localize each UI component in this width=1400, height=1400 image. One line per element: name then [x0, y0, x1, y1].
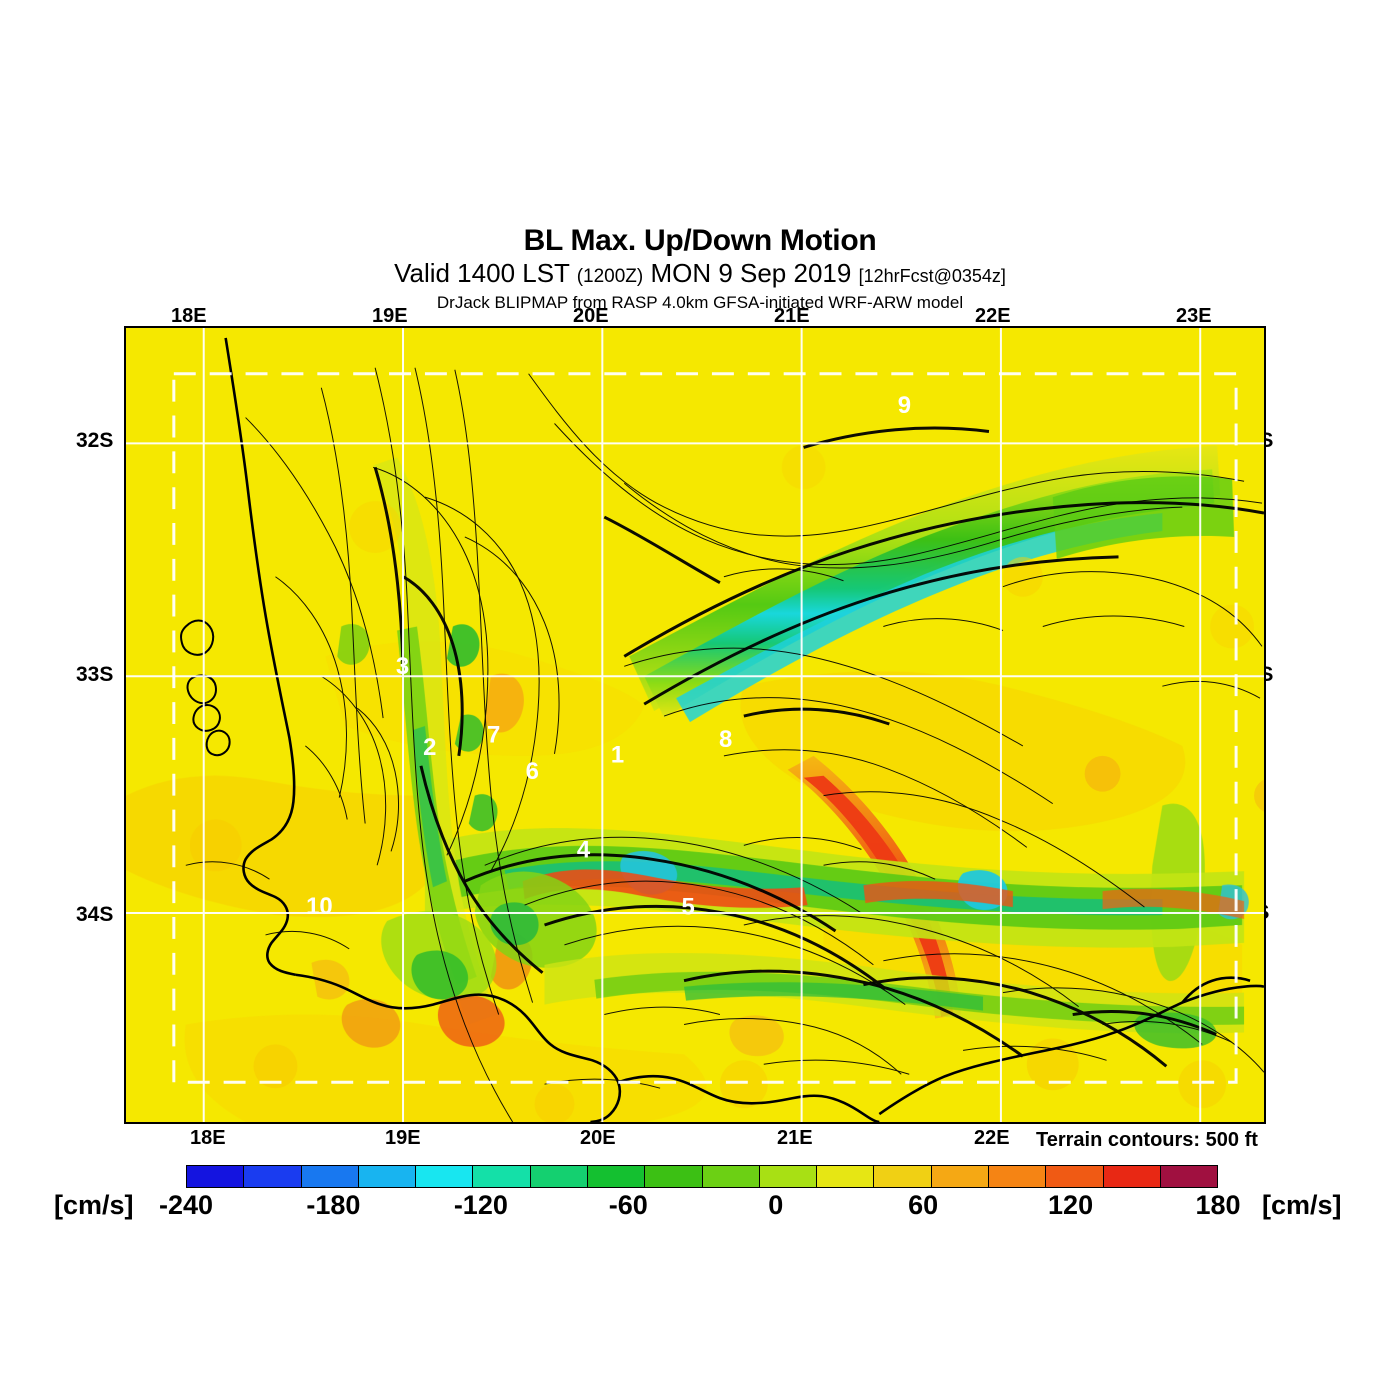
map-waypoint-1[interactable]: 1	[611, 741, 624, 768]
colorbar-swatch-5	[473, 1166, 531, 1187]
colorbar-swatch-7	[587, 1166, 646, 1187]
colorbar-tick-0: 0	[768, 1190, 784, 1220]
map-waypoint-9[interactable]: 9	[898, 392, 911, 419]
lat-label-left-34s: 34S	[76, 903, 114, 926]
colorbar-tick-60: 60	[908, 1190, 939, 1220]
colorbar-unit-right: [cm/s]	[1262, 1190, 1342, 1220]
lon-label-bottom-19e: 19E	[385, 1127, 421, 1149]
colorbar-tick-120: 120	[1048, 1190, 1094, 1220]
lon-label-top-23e: 23E	[1176, 305, 1212, 327]
colorbar-swatch-14	[988, 1166, 1047, 1187]
valid-prefix: Valid 1400 LST	[394, 258, 577, 288]
colorbar-swatch-16	[1103, 1166, 1161, 1187]
colorbar-swatch-6	[530, 1166, 588, 1187]
lon-label-bottom-18e: 18E	[190, 1127, 226, 1149]
valid-date: MON 9 Sep 2019	[643, 258, 859, 288]
map-waypoint-4[interactable]: 4	[577, 837, 591, 864]
lon-label-top-18e: 18E	[171, 305, 207, 327]
colorbar-tick--180: -180	[306, 1190, 361, 1220]
map-waypoint-7[interactable]: 7	[487, 722, 500, 749]
colorbar-swatch-8	[645, 1166, 703, 1187]
colorbar-swatch-15	[1046, 1166, 1104, 1187]
colorbar-swatch-11	[817, 1166, 875, 1187]
colorbar-swatch-10	[759, 1166, 818, 1187]
valid-zulu: (1200Z)	[576, 266, 644, 287]
field-central-convergence-band	[424, 828, 1249, 948]
colorbar-swatch-1	[244, 1166, 302, 1187]
model-credit: DrJack BLIPMAP from RASP 4.0km GFSA-init…	[436, 293, 964, 312]
lon-label-bottom-20e: 20E	[580, 1127, 616, 1149]
colorbar[interactable]	[186, 1165, 1218, 1188]
colorbar-swatch-0	[187, 1166, 245, 1187]
colorbar-tick-180: 180	[1195, 1190, 1241, 1220]
lon-label-top-20e: 20E	[573, 305, 609, 327]
domain-boundary	[172, 372, 1238, 1084]
colorbar-swatch-17	[1160, 1166, 1218, 1187]
map-waypoint-3[interactable]: 3	[396, 653, 409, 680]
lon-label-bottom-22e: 22E	[974, 1127, 1010, 1149]
waypoint-layer: 1 2 3 4 5 67 8 9 10	[306, 392, 911, 921]
lon-label-top-19e: 19E	[372, 305, 408, 327]
page-title: BL Max. Up/Down Motion	[523, 224, 877, 257]
map-waypoint-5[interactable]: 5	[681, 894, 694, 921]
map-field-layer	[126, 328, 1264, 1122]
map-waypoint-10[interactable]: 10	[306, 893, 333, 920]
terrain-contours-thick	[373, 426, 1264, 1068]
terrain-contours-thin	[185, 367, 1264, 1122]
valid-time-line: Valid 1400 LST (1200Z) MON 9 Sep 2019 [1…	[0, 258, 1400, 292]
colorbar-swatch-13	[931, 1166, 989, 1187]
lon-label-top-22e: 22E	[975, 305, 1011, 327]
weather-map-canvas[interactable]: 1 2 3 4 5 6 7 8 9 10	[124, 326, 1266, 1124]
map-waypoint-6[interactable]: 6	[526, 758, 539, 785]
map-svg: 1 2 3 4 5 67 8 9 10	[126, 328, 1264, 1122]
colorbar-swatch-2	[301, 1166, 359, 1187]
colorbar-tick--120: -120	[453, 1190, 508, 1220]
colorbar-swatch-4	[416, 1166, 474, 1187]
lat-label-left-33s: 33S	[76, 663, 114, 686]
forecast-stamp: [12hrFcst@0354z]	[858, 266, 1006, 286]
lat-lon-grid	[126, 328, 1264, 1122]
colorbar-swatch-12	[874, 1166, 932, 1187]
colorbar-swatch-9	[702, 1166, 760, 1187]
colorbar-unit-left: [cm/s]	[54, 1190, 134, 1220]
map-waypoint-2[interactable]: 2	[423, 734, 436, 761]
coastline	[224, 337, 1264, 1122]
lon-label-top-21e: 21E	[774, 305, 810, 327]
colorbar-tick--240: -240	[158, 1190, 214, 1220]
terrain-contour-note: Terrain contours: 500 ft	[1036, 1129, 1258, 1151]
colorbar-swatch-3	[358, 1166, 417, 1187]
lat-label-left-32s: 32S	[76, 429, 114, 452]
map-waypoint-8[interactable]: 8	[719, 726, 732, 753]
lon-label-bottom-21e: 21E	[777, 1127, 813, 1149]
colorbar-tick--60: -60	[608, 1190, 648, 1220]
title-block: BL Max. Up/Down Motion Valid 1400 LST (1…	[0, 224, 1400, 314]
